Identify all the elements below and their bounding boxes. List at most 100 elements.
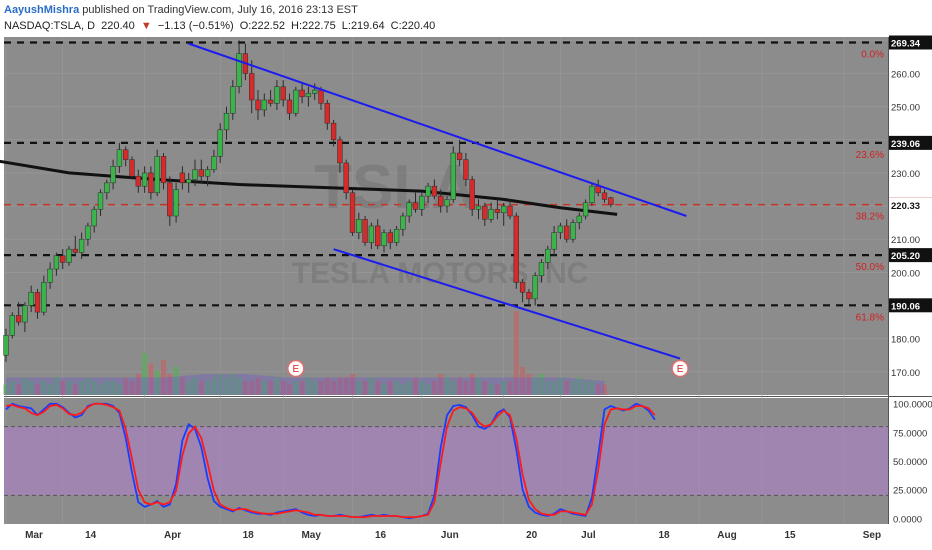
candle-body (293, 89, 299, 114)
publish-line: AayushMishra published on TradingView.co… (4, 4, 358, 16)
candle-body (324, 103, 330, 124)
oscillator-tick-label: 100.0000 (893, 400, 932, 411)
volume-bar (438, 374, 444, 395)
candle-body (337, 139, 343, 164)
volume-bar (570, 381, 576, 395)
volume-bar (47, 384, 53, 395)
candle-body (482, 205, 488, 220)
volume-bar (261, 381, 267, 395)
price-tick-label: 250.00 (891, 103, 920, 114)
volume-bar (406, 381, 412, 395)
volume-bar (469, 374, 475, 395)
volume-bar (79, 381, 84, 395)
candle-body (192, 169, 198, 180)
volume-bar (375, 381, 381, 395)
volume-bar (444, 377, 450, 395)
candle-body (85, 225, 91, 240)
volume-bar (589, 381, 595, 395)
volume-bar (161, 360, 166, 395)
fib-label: 0.0% (861, 50, 884, 61)
close-value: C:220.40 (390, 20, 436, 32)
candle-body (249, 73, 255, 101)
oscillator-axis[interactable]: 0.0000 25.0000 50.0000 75.0000 100.0000 (893, 400, 932, 526)
time-tick-label: 14 (85, 530, 97, 541)
volume-bar (526, 374, 532, 395)
candle-body (564, 225, 570, 240)
volume-bar (192, 377, 198, 395)
open-value: O:222.52 (239, 20, 285, 32)
high-value: H:222.75 (291, 20, 336, 32)
candle-body (211, 156, 217, 170)
volume-bar (66, 381, 72, 395)
candle-body (173, 189, 179, 217)
volume-bar (583, 381, 588, 395)
volume-bar (217, 374, 223, 395)
volume-bar (255, 377, 261, 395)
candle-body (431, 185, 438, 197)
price-pane-background (4, 37, 888, 395)
time-axis[interactable]: Mar 14 Apr 18 May 16 Jun 20 Jul 18 Aug 15 Sep (25, 530, 881, 541)
trendlines[interactable] (188, 42, 687, 360)
candle-body (393, 229, 400, 243)
volume-bar (331, 381, 336, 395)
time-tick-label: Sep (863, 530, 881, 541)
candle-body (595, 185, 601, 194)
price-tick-label: 170.00 (891, 368, 920, 379)
candle-body (104, 182, 110, 194)
volume-bar (463, 381, 469, 395)
candlesticks (3, 40, 614, 362)
volume-bar (243, 381, 248, 395)
candle-body (148, 172, 154, 194)
candle-body (576, 215, 582, 223)
volume-bar (129, 381, 135, 395)
volume-bar (394, 381, 399, 395)
time-tick-label: 18 (658, 530, 670, 541)
candle-body (450, 152, 456, 200)
candle-body (557, 225, 564, 233)
volume-bar (110, 381, 116, 395)
volume-bar (268, 381, 273, 395)
author-link[interactable]: AayushMishra (4, 4, 80, 16)
candle-body (412, 202, 419, 210)
candle-body (601, 192, 608, 200)
candle-body (236, 53, 242, 87)
candle-body (78, 238, 85, 253)
volume-bar (356, 381, 362, 395)
candle-body (551, 232, 557, 250)
volume-bar (362, 381, 368, 395)
moving-average-line (0, 159, 618, 216)
fib-label: 23.6% (856, 150, 884, 161)
time-tick-label: Aug (717, 530, 736, 541)
volume-bar (450, 381, 456, 395)
volume-bar (381, 384, 387, 395)
volume-bar (287, 384, 292, 395)
time-tick-label: 20 (526, 530, 538, 541)
candle-body (230, 86, 236, 114)
oscillator-tick-label: 75.0000 (893, 428, 927, 439)
price-tag-background (889, 248, 932, 263)
trendline (333, 248, 681, 360)
publish-info: published on TradingView.com, July 16, 2… (82, 4, 358, 16)
price-tag-label: 205.20 (891, 251, 920, 262)
candle-body (198, 169, 204, 177)
ohlc-line: NASDAQ:TSLA, D 220.40 ▼ −1.13 (−0.51%) O… (4, 20, 438, 32)
price-tag-background (889, 197, 932, 212)
candle-body (463, 159, 469, 180)
time-axis-background (0, 524, 932, 550)
volume-bar (35, 384, 40, 395)
candle-body (305, 93, 312, 97)
volume-bar (457, 377, 462, 395)
stochastic-band (4, 426, 888, 496)
candle-body (160, 156, 167, 184)
volume-bar (280, 381, 286, 395)
earnings-marker (671, 359, 689, 378)
oscillator-tick-label: 50.0000 (893, 457, 927, 468)
candle-body (312, 89, 318, 94)
volume-bar (387, 381, 393, 395)
volume-bar (476, 377, 481, 395)
candle-body (110, 166, 116, 184)
candle-body (582, 202, 589, 217)
price-axis[interactable]: 170.00180.00190.00200.00210.00220.00230.… (889, 35, 932, 379)
